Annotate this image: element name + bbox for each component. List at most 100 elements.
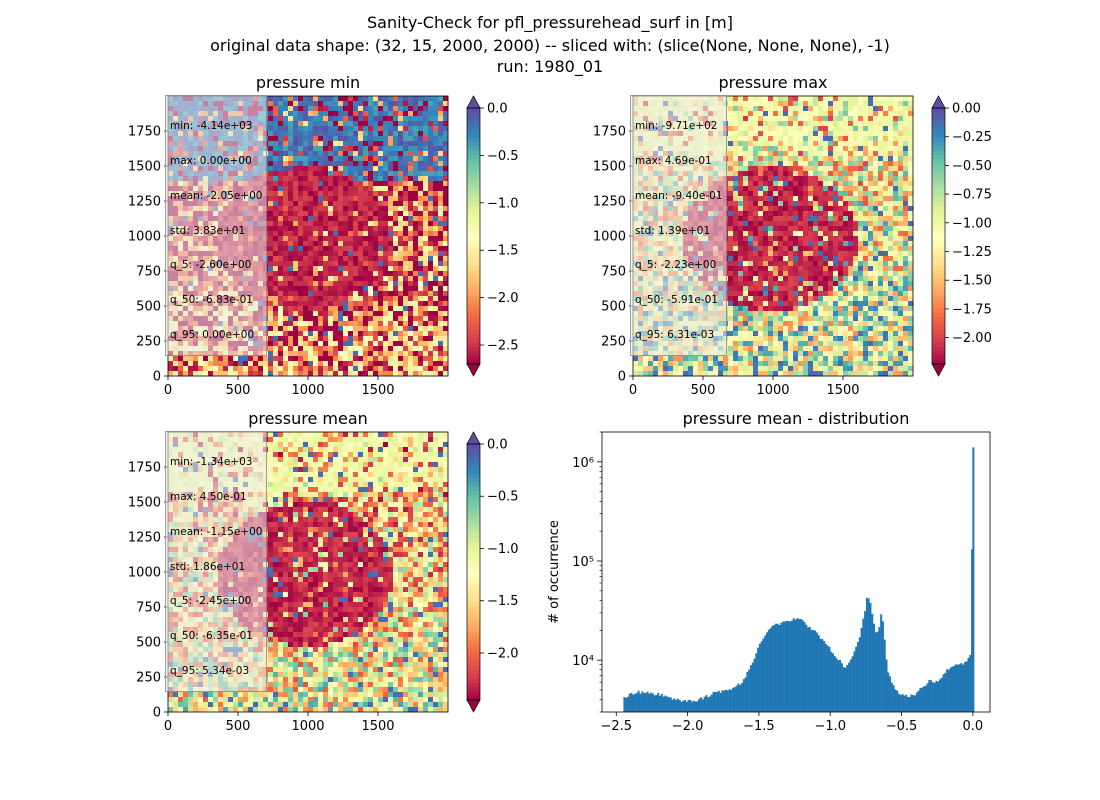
heatmap-cell (268, 186, 274, 192)
heatmap-cell (338, 161, 344, 167)
heatmap-cell (758, 116, 764, 122)
heatmap-cell (753, 121, 759, 127)
heatmap-cell (818, 151, 824, 157)
heatmap-cell (883, 221, 889, 227)
heatmap-cell (383, 346, 389, 352)
heatmap-cell (853, 236, 859, 242)
heatmap-cell (438, 221, 444, 227)
heatmap-cell (323, 226, 329, 232)
heatmap-cell (418, 346, 424, 352)
heatmap-cell (793, 236, 799, 242)
heatmap-cell (788, 236, 794, 242)
heatmap-cell (903, 141, 909, 147)
heatmap-cell (808, 106, 814, 112)
heatmap-cell (313, 321, 319, 327)
heatmap-cell (283, 226, 289, 232)
heatmap-cell (298, 311, 304, 317)
heatmap-cell (753, 186, 759, 192)
heatmap-cell (328, 291, 334, 297)
heatmap-cell (323, 276, 329, 282)
heatmap-cell (328, 246, 334, 252)
heatmap-cell (183, 366, 189, 372)
heatmap-cell (743, 216, 749, 222)
heatmap-cell (348, 121, 354, 127)
heatmap-cell (908, 246, 914, 252)
heatmap-cell (828, 206, 834, 212)
heatmap-cell (333, 226, 339, 232)
heatmap-cell (438, 191, 444, 197)
heatmap-cell (323, 341, 329, 347)
heatmap-cell (278, 316, 284, 322)
heatmap-cell (833, 131, 839, 137)
heatmap-cell (868, 196, 874, 202)
heatmap-cell (818, 216, 824, 222)
heatmap-cell (398, 241, 404, 247)
colorbar-segment (467, 231, 480, 237)
colorbar-segment (467, 129, 480, 134)
heatmap-cell (873, 236, 879, 242)
heatmap-cell (733, 166, 739, 172)
heatmap-cell (773, 171, 779, 177)
heatmap-cell (418, 196, 424, 202)
colorbar-segment (467, 150, 480, 156)
heatmap-cell (423, 141, 429, 147)
heatmap-cell (313, 116, 319, 122)
heatmap-cell (273, 136, 279, 142)
heatmap-cell (773, 111, 779, 117)
colorbar-segment (467, 201, 480, 207)
heatmap-cell (883, 166, 889, 172)
heatmap-cell (728, 176, 734, 182)
heatmap-cell (393, 111, 399, 117)
heatmap-cell (298, 351, 304, 357)
heatmap-cell (308, 176, 314, 182)
colorbar-segment (467, 137, 480, 143)
heatmap-cell (418, 356, 424, 362)
heatmap-cell (413, 211, 419, 217)
heatmap-cell (778, 101, 784, 107)
heatmap-cell (758, 146, 764, 152)
heatmap-cell (273, 206, 279, 212)
heatmap-cell (318, 196, 324, 202)
heatmap-cell (443, 356, 449, 362)
heatmap-cell (768, 211, 774, 217)
heatmap-cell (838, 151, 844, 157)
heatmap-cell (833, 166, 839, 172)
heatmap-cell (783, 121, 789, 127)
heatmap-cell (423, 121, 429, 127)
heatmap-cell (328, 111, 334, 117)
heatmap-cell (873, 211, 879, 217)
heatmap-cell (318, 201, 324, 207)
heatmap-cell (438, 101, 444, 107)
heatmap-cell (813, 236, 819, 242)
heatmap-cell (343, 166, 349, 172)
heatmap-cell (273, 176, 279, 182)
heatmap-cell (243, 371, 249, 377)
heatmap-cell (433, 351, 439, 357)
heatmap-cell (753, 181, 759, 187)
heatmap-cell (843, 111, 849, 117)
heatmap-cell (438, 136, 444, 142)
x-tick-label: 0 (164, 383, 172, 398)
heatmap-cell (303, 191, 309, 197)
heatmap-cell (418, 281, 424, 287)
heatmap-cell (783, 231, 789, 237)
heatmap-cell (778, 246, 784, 252)
heatmap-cell (808, 146, 814, 152)
heatmap-cell (333, 316, 339, 322)
heatmap-cell (328, 176, 334, 182)
heatmap-cell (898, 131, 904, 137)
heatmap-cell (388, 246, 394, 252)
heatmap-cell (778, 206, 784, 212)
heatmap-cell (748, 166, 754, 172)
heatmap-cell (433, 141, 439, 147)
heatmap-cell (278, 256, 284, 262)
heatmap-cell (233, 366, 239, 372)
heatmap-cell (213, 366, 219, 372)
heatmap-cell (328, 331, 334, 337)
heatmap-cell (818, 121, 824, 127)
heatmap-cell (433, 126, 439, 132)
heatmap-cell (403, 176, 409, 182)
heatmap-cell (823, 201, 829, 207)
heatmap-cell (873, 176, 879, 182)
heatmap-cell (828, 181, 834, 187)
